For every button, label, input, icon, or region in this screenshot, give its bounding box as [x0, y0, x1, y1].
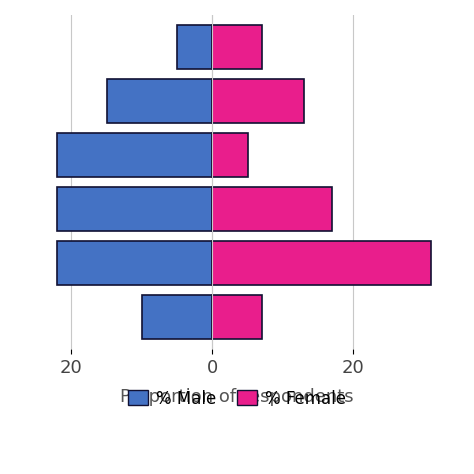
- Bar: [212, 133, 247, 177]
- Bar: [142, 295, 212, 339]
- Bar: [212, 79, 304, 123]
- Bar: [57, 133, 212, 177]
- Bar: [57, 187, 212, 231]
- Bar: [177, 25, 212, 69]
- Bar: [107, 79, 212, 123]
- Bar: [212, 241, 431, 285]
- X-axis label: Proportion of respondents: Proportion of respondents: [120, 388, 354, 406]
- Bar: [57, 241, 212, 285]
- Bar: [212, 25, 262, 69]
- Legend: % Male, % Female: % Male, % Female: [121, 383, 353, 414]
- Bar: [212, 187, 332, 231]
- Bar: [212, 295, 262, 339]
